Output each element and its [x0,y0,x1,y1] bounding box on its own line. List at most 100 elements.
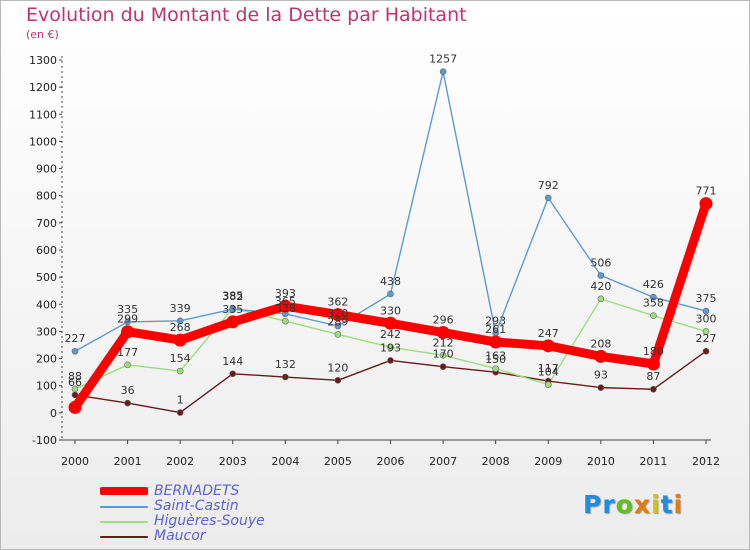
data-point [334,331,342,338]
data-point [176,367,184,375]
data-point [176,409,184,416]
data-label: 335 [222,303,243,316]
data-label: 261 [485,323,506,336]
legend-swatch-higueres-souye [100,521,148,523]
data-point [439,352,447,359]
data-point [436,326,450,340]
data-point [702,328,710,335]
data-label: 320 [327,307,348,320]
data-label: 120 [327,361,348,374]
x-tick-label: 2005 [324,455,352,468]
data-label: 296 [433,314,454,327]
axes: -100 0 100 200 300 400 500 600 700 800 900 1000 1100… [29,54,720,468]
data-label: 208 [590,337,611,350]
data-point [334,376,342,384]
data-point [541,339,555,353]
data-point [124,399,131,407]
x-tick-label: 2003 [219,455,247,468]
data-label: 1257 [429,53,457,66]
y-tick-label: 700 [36,217,57,230]
data-point [544,194,552,202]
x-tick-label: 2009 [534,455,562,468]
data-label: 88 [68,370,82,383]
y-tick-label: -100 [32,434,57,447]
data-point [702,347,710,355]
data-label: 289 [327,315,348,328]
data-label: 385 [222,289,243,302]
data-label: 163 [485,350,506,363]
data-label: 193 [380,341,401,354]
y-tick-label: 1100 [29,108,57,121]
data-point [282,373,289,381]
data-label: 87 [646,370,660,383]
data-label: 375 [696,292,717,305]
data-label: 36 [121,384,135,397]
legend: BERNADETS Saint-Castin Higuères-Souye Ma… [100,483,420,544]
data-point [646,357,660,371]
data-point [121,325,135,339]
data-label: 300 [696,312,717,325]
data-point [229,305,237,313]
x-tick-label: 2000 [61,455,89,468]
data-point [71,391,79,399]
data-point [387,357,394,364]
legend-item-saint-castin: Saint-Castin [100,498,420,514]
data-label: 227 [65,332,86,345]
y-tick-label: 1300 [29,54,57,67]
data-label: 180 [643,345,664,358]
data-label: 150 [485,353,506,366]
data-label: 382 [222,290,243,303]
data-point [71,385,79,393]
data-label: 299 [117,313,138,326]
data-label: 93 [594,369,608,382]
data-label: 438 [380,275,401,288]
data-label: 426 [643,278,664,291]
chart-subtitle: (en €) [26,28,59,41]
data-point [282,317,289,325]
y-tick-label: 200 [36,353,57,366]
x-tick-label: 2011 [639,455,667,468]
data-point [702,307,710,315]
y-tick-label: 800 [36,190,57,203]
data-point [334,322,342,330]
data-point [71,347,79,355]
data-label: 117 [538,362,559,375]
legend-label-saint-castin: Saint-Castin [154,498,239,514]
data-label: 335 [117,303,138,316]
y-tick-label: 1200 [29,81,57,94]
data-point [439,68,447,75]
legend-swatch-saint-castin [100,506,148,508]
data-label: 293 [485,314,506,327]
data-label: 330 [380,304,401,317]
data-label: 170 [433,348,454,361]
y-tick-label: 1000 [29,135,57,148]
data-label: 420 [590,280,611,293]
data-label: 268 [170,321,191,334]
legend-item-bernadets: BERNADETS [100,483,420,499]
x-tick-label: 2008 [482,455,510,468]
data-label: 177 [117,346,138,359]
legend-item-maucor: Maucor [100,528,420,544]
y-tick-label: 0 [50,407,57,420]
x-tick-label: 2004 [271,455,299,468]
legend-item-higueres-souye: Higuères-Souye [100,513,420,529]
y-tick-label: 300 [36,325,57,338]
data-label: 365 [275,295,296,308]
data-point [492,365,499,372]
data-point [68,400,82,414]
x-tick-label: 2006 [377,455,405,468]
data-label: 362 [327,296,348,309]
data-label: 792 [538,179,559,192]
data-label: 338 [275,302,296,315]
y-tick-label: 500 [36,271,57,284]
data-label: 212 [433,336,454,349]
data-point [544,381,552,388]
data-label: 339 [170,302,191,315]
x-tick-label: 2002 [166,455,194,468]
data-point [597,295,605,303]
legend-swatch-maucor [100,536,148,538]
data-label: 242 [380,328,401,341]
y-tick-label: 100 [36,380,57,393]
